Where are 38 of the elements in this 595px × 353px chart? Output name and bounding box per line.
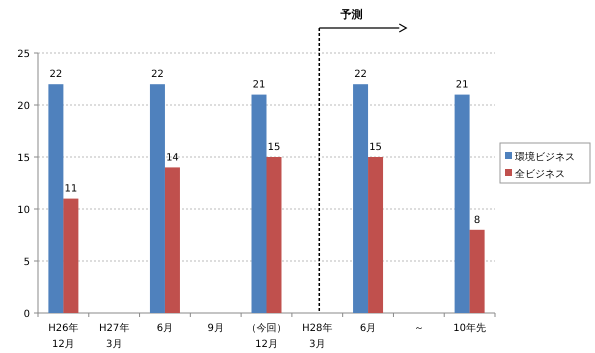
y-tick-label: 25 [17, 49, 30, 60]
bar [150, 84, 165, 313]
x-tick-label: 10年先 [453, 322, 486, 334]
bar [266, 157, 282, 313]
bar [353, 84, 368, 313]
ref-line-label: 予測 [339, 8, 362, 21]
bar [368, 157, 384, 313]
data-label: 21 [252, 80, 266, 91]
bar [164, 167, 180, 313]
x-tick-label: 6月 [360, 323, 376, 334]
data-label: 11 [64, 184, 78, 195]
legend-label: 全ビジネス [515, 168, 565, 180]
data-label: 22 [354, 69, 367, 80]
bar [252, 94, 266, 313]
bar [470, 230, 485, 313]
x-tick-label: H28年 3月 [302, 322, 332, 350]
data-label: 8 [474, 214, 480, 226]
bar [454, 94, 470, 313]
data-label: 14 [166, 152, 179, 164]
legend-label: 環境ビジネス [515, 151, 575, 163]
x-tick-label: 6月 [156, 323, 174, 334]
y-tick-label: 20 [17, 101, 30, 112]
data-label: 22 [151, 69, 164, 80]
x-tick-label: H26年 12月 [48, 322, 79, 350]
y-tick-label: 10 [17, 205, 30, 216]
y-tick-label: 0 [24, 309, 30, 320]
bar [63, 198, 78, 313]
x-tick-label: H27年 3月 [99, 322, 130, 350]
x-tick-label: （今回） 12月 [246, 322, 286, 350]
y-tick-label: 5 [24, 257, 30, 268]
y-tick-label: 15 [17, 153, 30, 164]
x-tick-label: ～ [414, 323, 424, 334]
data-label: 15 [268, 142, 280, 153]
data-label: 15 [369, 142, 382, 153]
data-label: 21 [456, 80, 468, 91]
x-tick-label: 9月 [208, 323, 224, 334]
bar [48, 84, 64, 313]
data-label: 22 [50, 69, 62, 80]
